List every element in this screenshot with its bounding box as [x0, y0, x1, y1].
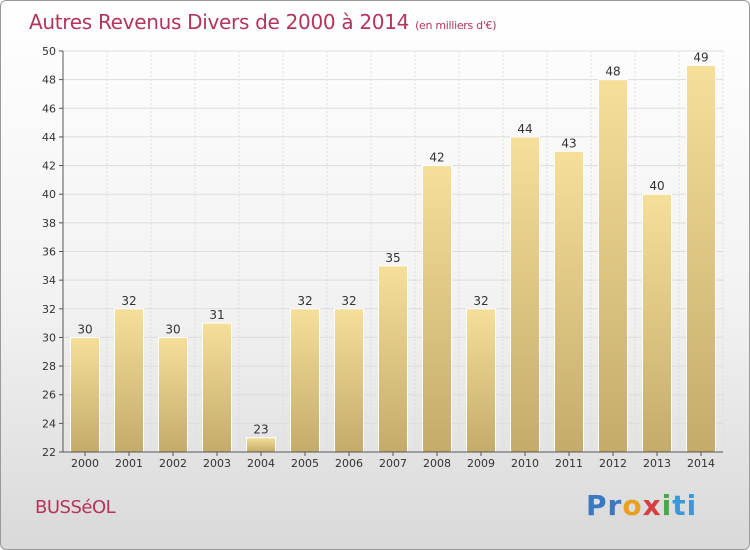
chart-subtitle: (en milliers d'€)	[415, 19, 497, 32]
data-label: 32	[473, 294, 488, 308]
y-tick-label: 24	[42, 417, 56, 430]
x-tick-label: 2013	[643, 457, 671, 470]
x-tick-label: 2005	[291, 457, 319, 470]
data-label: 44	[517, 122, 532, 136]
bar	[114, 308, 144, 453]
y-tick-label: 50	[42, 45, 56, 58]
y-tick-label: 34	[42, 274, 56, 287]
data-label: 35	[385, 251, 400, 265]
y-tick-label: 44	[42, 131, 56, 144]
logo-part: x	[642, 489, 662, 522]
bar	[158, 336, 188, 453]
data-label: 49	[693, 50, 708, 64]
data-label: 32	[297, 294, 312, 308]
data-label: 31	[209, 308, 224, 322]
y-tick-label: 28	[42, 360, 56, 373]
data-label: 40	[649, 179, 664, 193]
x-tick-label: 2001	[115, 457, 143, 470]
y-tick-label: 22	[42, 446, 56, 459]
x-tick-label: 2000	[71, 457, 99, 470]
x-tick-label: 2008	[423, 457, 451, 470]
bar	[598, 79, 628, 453]
data-label: 32	[121, 294, 136, 308]
data-label: 43	[561, 136, 576, 150]
x-tick-label: 2006	[335, 457, 363, 470]
bar	[290, 308, 320, 453]
bar	[70, 336, 100, 453]
x-tick-label: 2003	[203, 457, 231, 470]
x-tick-label: 2011	[555, 457, 583, 470]
y-tick-label: 38	[42, 217, 56, 230]
data-label: 23	[253, 423, 268, 437]
commune-name: BUSSéOL	[35, 497, 116, 518]
bar	[686, 64, 716, 453]
x-tick-label: 2002	[159, 457, 187, 470]
y-tick-label: 32	[42, 303, 56, 316]
data-label: 42	[429, 151, 444, 165]
bar	[246, 437, 276, 453]
x-tick-label: 2009	[467, 457, 495, 470]
logo-part: Pr	[586, 489, 623, 522]
y-tick-label: 46	[42, 102, 56, 115]
data-label: 48	[605, 65, 620, 79]
x-tick-label: 2007	[379, 457, 407, 470]
bar	[466, 308, 496, 453]
x-tick-label: 2010	[511, 457, 539, 470]
bar	[554, 150, 584, 453]
logo-part: o	[622, 489, 643, 522]
axes: 22 24 26 28 30 32 34 36 38 40 42 44 46 48 50 2000 2001 20…	[42, 45, 723, 470]
y-tick-label: 36	[42, 246, 56, 259]
logo-part: ti	[672, 489, 698, 522]
title-text: Autres Revenus Divers de 2000 à 2014	[29, 10, 410, 34]
x-tick-label: 2012	[599, 457, 627, 470]
data-label: 30	[165, 322, 180, 336]
logo-part: i	[661, 489, 673, 522]
bars	[70, 64, 716, 453]
y-tick-label: 30	[42, 331, 56, 344]
data-label: 32	[341, 294, 356, 308]
bar	[510, 136, 540, 453]
y-tick-label: 40	[42, 188, 56, 201]
y-tick-label: 48	[42, 74, 56, 87]
data-labels: 30 32 30 31 23 32 32 35 42 32 44 43 48 40 49	[77, 50, 708, 436]
data-label: 30	[77, 322, 92, 336]
x-tick-label: 2004	[247, 457, 275, 470]
bar	[422, 165, 452, 453]
bar	[378, 265, 408, 453]
x-tick-label: 2014	[687, 457, 715, 470]
chart-title: Autres Revenus Divers de 2000 à 2014 (en …	[29, 10, 497, 34]
y-tick-label: 26	[42, 389, 56, 402]
bar	[202, 322, 232, 453]
proxiti-logo: Proxiti	[586, 489, 697, 522]
y-tick-label: 42	[42, 160, 56, 173]
bar	[334, 308, 364, 453]
bar	[642, 193, 672, 453]
